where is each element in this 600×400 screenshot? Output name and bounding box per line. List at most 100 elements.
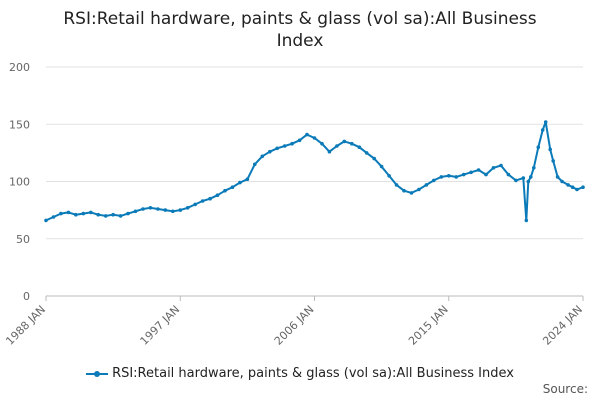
data-point[interactable] bbox=[103, 214, 108, 218]
data-point[interactable] bbox=[89, 210, 93, 215]
data-point[interactable] bbox=[469, 170, 473, 175]
data-point[interactable] bbox=[193, 202, 197, 207]
data-point[interactable] bbox=[81, 211, 86, 216]
data-point[interactable] bbox=[178, 208, 183, 212]
legend-item-label: RSI:Retail hardware, paints & glass (vol… bbox=[112, 366, 514, 381]
data-point[interactable] bbox=[74, 212, 78, 217]
data-point[interactable] bbox=[282, 144, 287, 148]
data-point[interactable] bbox=[118, 214, 123, 218]
data-point[interactable] bbox=[555, 175, 560, 179]
data-point[interactable] bbox=[126, 211, 130, 216]
data-point[interactable] bbox=[560, 179, 564, 184]
data-point[interactable] bbox=[208, 196, 212, 201]
data-point[interactable] bbox=[223, 188, 227, 193]
data-point[interactable] bbox=[66, 210, 71, 215]
data-point[interactable] bbox=[454, 175, 459, 179]
data-point[interactable] bbox=[521, 176, 526, 180]
data-point[interactable] bbox=[141, 207, 145, 211]
data-point[interactable] bbox=[320, 141, 324, 146]
data-point[interactable] bbox=[51, 215, 56, 219]
data-point[interactable] bbox=[551, 159, 555, 163]
data-point[interactable] bbox=[417, 187, 421, 192]
data-point[interactable] bbox=[156, 207, 160, 211]
y-tick-label: 200 bbox=[9, 61, 30, 74]
data-point[interactable] bbox=[327, 149, 332, 154]
y-tick-label: 150 bbox=[9, 118, 30, 131]
data-point[interactable] bbox=[133, 209, 138, 214]
data-point[interactable] bbox=[297, 138, 302, 143]
data-point[interactable] bbox=[506, 172, 511, 177]
data-point[interactable] bbox=[548, 147, 552, 152]
data-point[interactable] bbox=[476, 168, 481, 172]
data-point[interactable] bbox=[163, 208, 168, 212]
data-point[interactable] bbox=[238, 180, 242, 185]
data-point[interactable] bbox=[543, 120, 548, 124]
data-point[interactable] bbox=[372, 156, 377, 161]
data-point[interactable] bbox=[524, 218, 529, 223]
data-point[interactable] bbox=[185, 206, 190, 210]
data-point[interactable] bbox=[364, 151, 369, 155]
data-point[interactable] bbox=[260, 154, 265, 159]
data-point[interactable] bbox=[499, 163, 503, 168]
chart-title-line-2: Index bbox=[276, 31, 324, 51]
data-point[interactable] bbox=[312, 136, 317, 140]
data-point[interactable] bbox=[447, 174, 451, 178]
data-point[interactable] bbox=[461, 172, 466, 177]
data-point[interactable] bbox=[96, 212, 100, 217]
x-tick-label: 1988 JAN bbox=[3, 303, 48, 348]
data-point[interactable] bbox=[335, 144, 339, 148]
data-point[interactable] bbox=[514, 178, 518, 183]
data-point[interactable] bbox=[350, 141, 354, 146]
data-point[interactable] bbox=[536, 145, 541, 149]
data-point[interactable] bbox=[111, 212, 115, 217]
y-axis-ticks: 0 50 100 150 200 bbox=[9, 61, 30, 303]
data-point[interactable] bbox=[581, 185, 585, 189]
data-point[interactable] bbox=[342, 139, 347, 144]
data-point[interactable] bbox=[439, 175, 444, 179]
data-point[interactable] bbox=[357, 145, 362, 149]
gridlines bbox=[46, 66, 583, 297]
data-point[interactable] bbox=[526, 179, 531, 184]
chart-title: RSI:Retail hardware, paints & glass (vol… bbox=[0, 8, 600, 52]
series-group bbox=[44, 120, 585, 223]
data-point[interactable] bbox=[409, 191, 414, 195]
x-tick-label: 2015 JAN bbox=[406, 303, 451, 348]
data-point[interactable] bbox=[275, 146, 280, 151]
data-point[interactable] bbox=[540, 128, 545, 132]
chart-title-line-1: RSI:Retail hardware, paints & glass (vol… bbox=[63, 9, 537, 29]
data-point[interactable] bbox=[171, 209, 175, 214]
data-point[interactable] bbox=[387, 174, 391, 178]
data-point[interactable] bbox=[290, 141, 294, 146]
data-point[interactable] bbox=[394, 183, 399, 187]
x-tick-label: 2024 JAN bbox=[540, 303, 585, 348]
data-point[interactable] bbox=[268, 149, 272, 154]
y-tick-label: 0 bbox=[23, 290, 30, 303]
data-point[interactable] bbox=[532, 166, 536, 170]
data-point[interactable] bbox=[44, 218, 48, 223]
data-point[interactable] bbox=[575, 187, 579, 192]
legend-swatch-icon bbox=[86, 369, 109, 379]
data-point[interactable] bbox=[402, 188, 406, 193]
data-point[interactable] bbox=[379, 164, 384, 169]
data-point[interactable] bbox=[484, 172, 488, 177]
source-credit: Source: bbox=[542, 382, 588, 396]
data-point[interactable] bbox=[215, 193, 220, 197]
data-point[interactable] bbox=[148, 206, 153, 210]
data-point[interactable] bbox=[305, 132, 309, 137]
data-point[interactable] bbox=[424, 183, 429, 187]
data-point[interactable] bbox=[529, 175, 533, 179]
data-point[interactable] bbox=[245, 177, 250, 181]
legend[interactable]: RSI:Retail hardware, paints & glass (vol… bbox=[0, 366, 600, 381]
data-point[interactable] bbox=[200, 199, 205, 203]
data-point[interactable] bbox=[253, 162, 257, 167]
data-point[interactable] bbox=[566, 183, 570, 187]
data-point[interactable] bbox=[230, 185, 235, 189]
x-axis: 1988 JAN 1997 JAN 2006 JAN 2015 JAN 2024 JAN bbox=[3, 295, 585, 348]
y-tick-label: 100 bbox=[9, 176, 30, 189]
x-tick-label: 1997 JAN bbox=[138, 303, 183, 348]
data-point[interactable] bbox=[432, 178, 436, 183]
data-point[interactable] bbox=[570, 185, 575, 189]
data-point[interactable] bbox=[59, 211, 63, 216]
data-point[interactable] bbox=[491, 166, 496, 170]
